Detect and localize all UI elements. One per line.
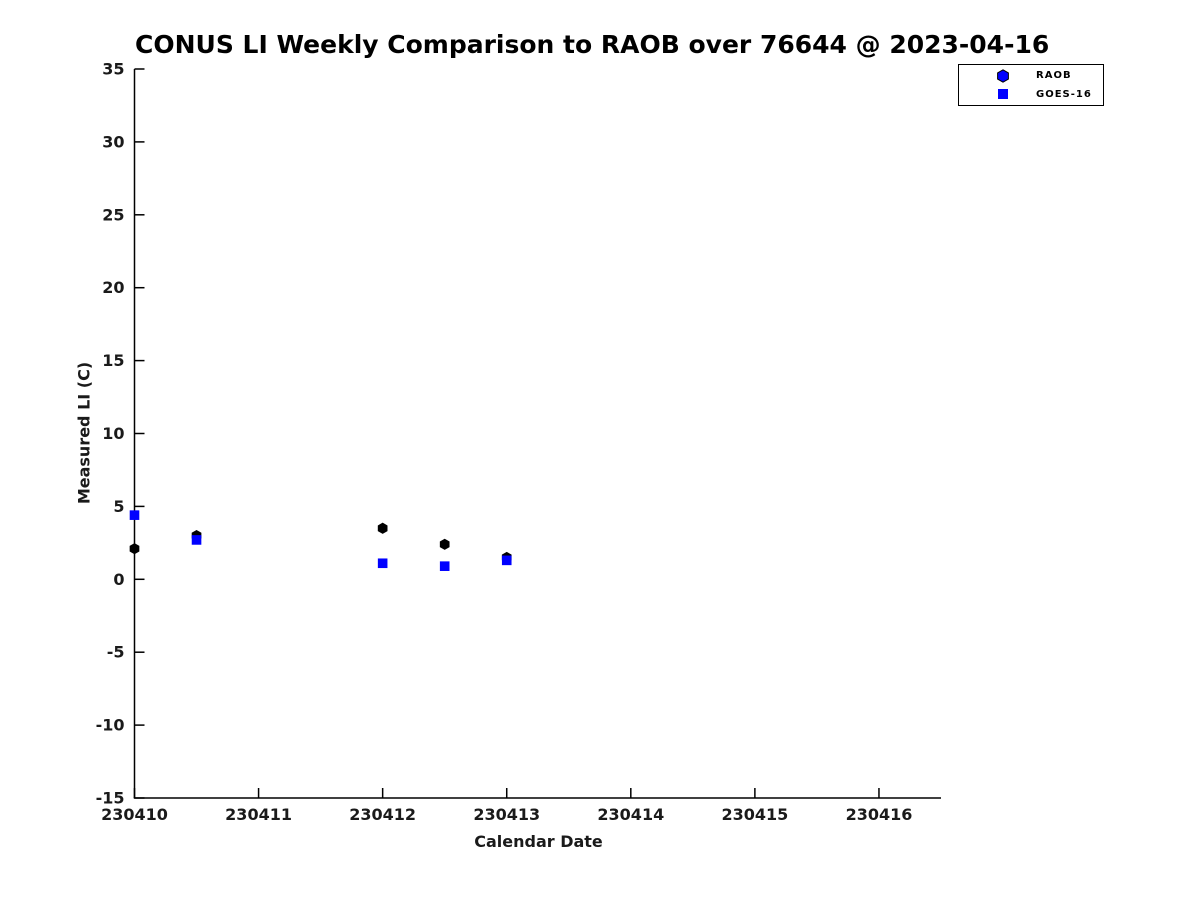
- y-tick-label: 0: [113, 570, 124, 589]
- y-axis-label: Measured LI (C): [74, 361, 94, 505]
- x-axis: 230410 230411 230412 230413 230414 230415 2304…: [101, 788, 912, 824]
- y-tick-label: -10: [96, 716, 125, 735]
- chart-title: CONUS LI Weekly Comparison to RAOB over …: [135, 30, 1050, 59]
- y-tick-label: 5: [113, 497, 124, 516]
- x-tick-label: 230410: [101, 805, 168, 824]
- axes: [133, 69, 941, 799]
- y-tick-label: -5: [107, 643, 125, 662]
- data-point-goes16: [129, 510, 140, 520]
- x-tick-label: 230416: [846, 805, 913, 824]
- data-point-raob: [439, 538, 450, 550]
- y-tick-label: 10: [102, 424, 124, 443]
- y-tick-label: 15: [102, 351, 124, 370]
- data-point-goes16: [501, 555, 512, 566]
- x-axis-label: Calendar Date: [474, 832, 603, 851]
- data-point-raob: [377, 522, 388, 534]
- series-raob: [129, 522, 512, 564]
- data-point-goes16: [191, 535, 202, 545]
- legend-label-goes16: GOES-16: [1036, 88, 1092, 100]
- legend-label-raob: RAOB: [1036, 70, 1072, 82]
- y-tick-label: 30: [102, 132, 124, 151]
- data-point-goes16: [439, 561, 450, 571]
- legend-item-raob: RAOB: [959, 68, 1103, 84]
- goes16-square-marker-icon: [996, 87, 1010, 101]
- x-tick-label: 230413: [473, 805, 540, 824]
- y-tick-label: 35: [102, 60, 124, 79]
- legend-item-goes16: GOES-16: [959, 86, 1103, 102]
- data-point-goes16: [377, 558, 388, 569]
- y-tick-label: -15: [96, 789, 125, 808]
- x-tick-label: 230412: [349, 805, 416, 824]
- x-tick-label: 230414: [597, 805, 664, 824]
- y-axis: -15 -10 -5 0 5 10 15 20 25 30 35: [96, 60, 145, 808]
- y-tick-label: 25: [102, 205, 124, 224]
- series-goes16: [129, 510, 512, 571]
- y-tick-label: 20: [102, 278, 124, 297]
- raob-hexagon-marker-icon: [996, 68, 1010, 83]
- legend: RAOB GOES-16: [958, 64, 1104, 106]
- x-tick-label: 230415: [721, 805, 788, 824]
- data-point-raob: [129, 543, 140, 555]
- x-tick-label: 230411: [225, 805, 292, 824]
